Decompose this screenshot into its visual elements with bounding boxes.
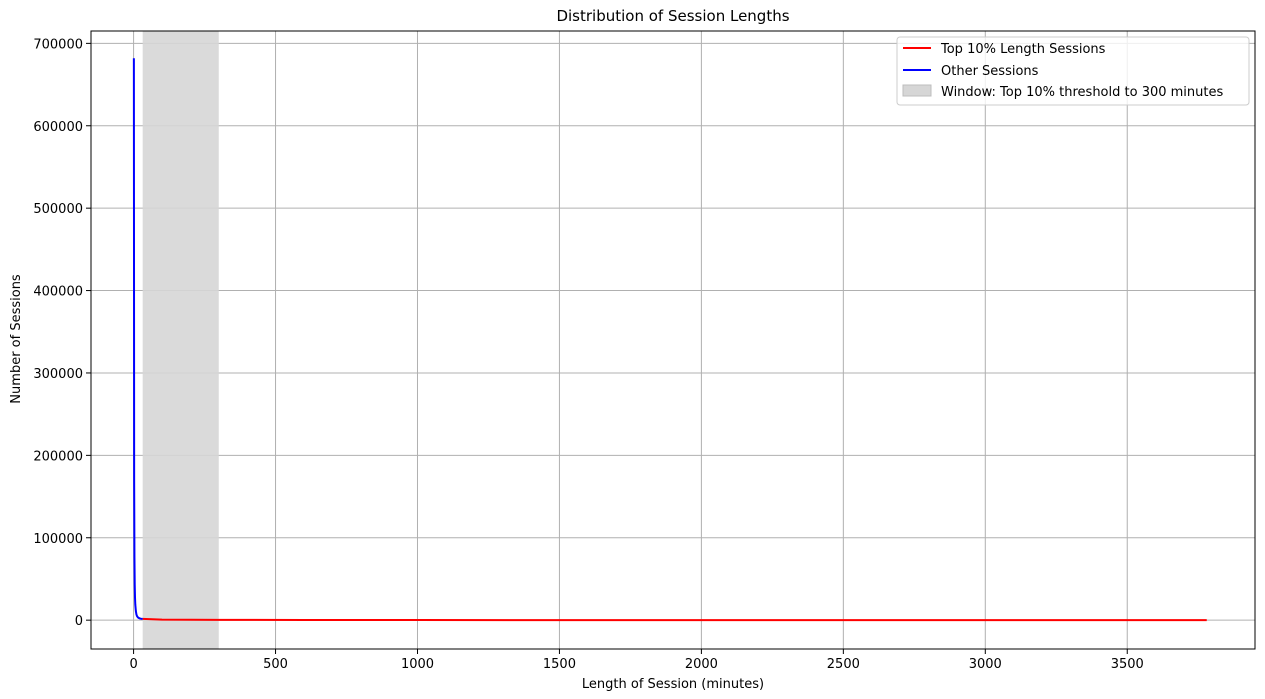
- x-axis-title: Length of Session (minutes): [582, 677, 764, 692]
- series-lines: [132, 58, 1207, 622]
- y-tick-label: 300000: [33, 367, 83, 382]
- y-tick-label: 100000: [33, 532, 83, 547]
- plot-frame: [90, 30, 1256, 650]
- series-line-1: [132, 58, 144, 620]
- y-tick-label: 600000: [33, 120, 83, 135]
- series-line-0: [142, 617, 1207, 622]
- y-tick-label: 500000: [33, 202, 83, 217]
- x-tick-label: 3500: [1111, 657, 1144, 672]
- x-tick-label: 1500: [543, 657, 576, 672]
- legend: Top 10% Length Sessions Other Sessions W…: [896, 36, 1250, 106]
- x-tick-label: 3000: [969, 657, 1002, 672]
- legend-label-top10: Top 10% Length Sessions: [940, 42, 1106, 57]
- x-tick-label: 2500: [827, 657, 860, 672]
- x-tick-label: 2000: [685, 657, 718, 672]
- legend-label-other: Other Sessions: [941, 64, 1039, 79]
- legend-swatch-window: [902, 84, 932, 97]
- chart-title: Distribution of Session Lengths: [556, 7, 789, 25]
- window-span: [142, 31, 219, 649]
- x-tick-label: 500: [263, 657, 288, 672]
- grid-lines: [91, 31, 1255, 649]
- y-tick-label: 200000: [33, 449, 83, 464]
- x-tick-label: 1000: [401, 657, 434, 672]
- y-tick-label: 700000: [33, 37, 83, 52]
- y-tick-label: 0: [75, 614, 83, 629]
- legend-label-window: Window: Top 10% threshold to 300 minutes: [941, 85, 1223, 100]
- y-tick-label: 400000: [33, 285, 83, 300]
- x-tick-label: 0: [129, 657, 137, 672]
- y-axis-title: Number of Sessions: [9, 274, 24, 404]
- axis-ticks: 0 500 1000 1500 2000 2500 3000 3500 0 100000 20000…: [33, 37, 1143, 672]
- legend-box: [896, 36, 1250, 106]
